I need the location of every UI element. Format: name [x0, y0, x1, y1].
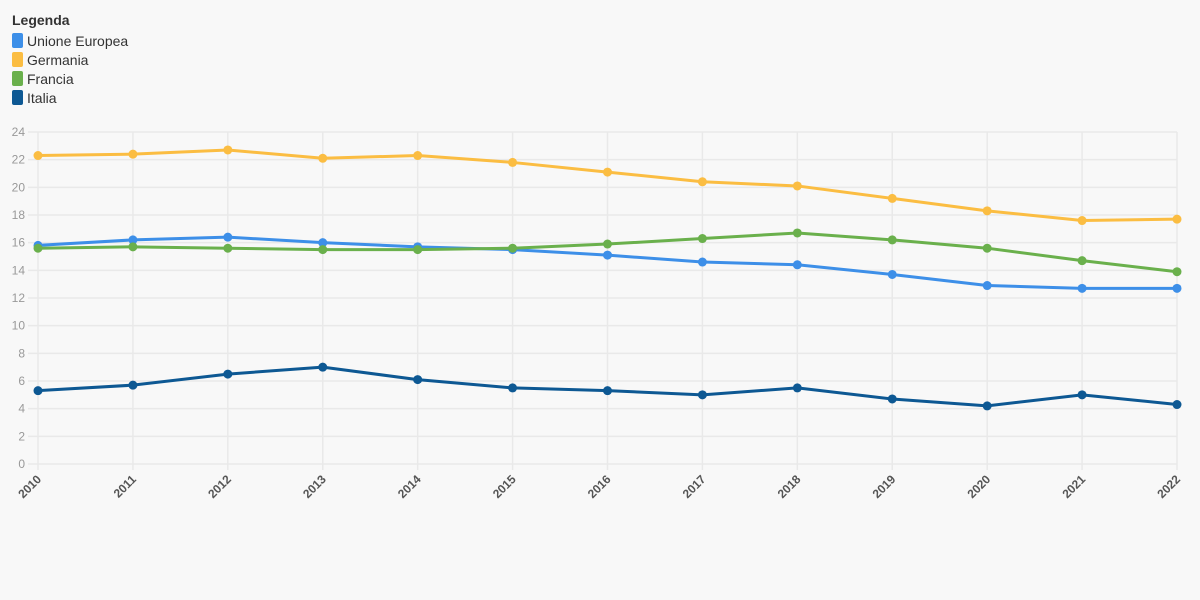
data-point [603, 386, 612, 396]
y-tick-label: 8 [18, 346, 25, 360]
data-point [1172, 283, 1182, 293]
data-point [1172, 214, 1182, 224]
y-tick-label: 6 [18, 374, 25, 388]
legend-label: Germania [27, 51, 89, 68]
y-tick-label: 12 [12, 291, 26, 305]
y-tick-label: 22 [12, 153, 26, 167]
y-tick-label: 0 [18, 457, 25, 471]
legend-swatch [12, 33, 23, 48]
x-tick-label: 2011 [111, 472, 140, 501]
x-tick-label: 2022 [1154, 472, 1183, 501]
x-tick-label: 2010 [15, 472, 44, 501]
x-tick-label: 2017 [680, 472, 709, 501]
data-point [603, 167, 612, 177]
data-point [982, 401, 992, 411]
x-tick-label: 2020 [965, 472, 994, 501]
x-tick-label: 2013 [300, 472, 329, 501]
data-point [508, 157, 518, 167]
legend-item-germania[interactable]: Germania [12, 50, 128, 69]
data-point [318, 153, 328, 163]
data-point [1077, 390, 1087, 400]
data-point [603, 239, 612, 249]
data-point [128, 242, 138, 252]
data-point [318, 362, 328, 372]
data-point [318, 245, 328, 255]
y-tick-label: 18 [12, 208, 26, 222]
y-tick-label: 16 [12, 236, 26, 250]
data-point [697, 234, 707, 244]
data-point [697, 390, 707, 400]
data-point [508, 243, 518, 253]
data-point [413, 245, 423, 255]
legend-swatch [12, 90, 23, 105]
legend-swatch [12, 52, 23, 67]
data-point [318, 238, 328, 248]
data-point [792, 260, 802, 270]
x-tick-label: 2015 [490, 472, 519, 501]
legend-item-francia[interactable]: Francia [12, 69, 128, 88]
data-point [223, 232, 233, 242]
x-tick-label: 2016 [585, 472, 614, 501]
data-point [33, 151, 43, 161]
data-point [1077, 216, 1087, 226]
data-point [603, 250, 612, 260]
y-tick-label: 4 [18, 402, 25, 416]
data-point [128, 149, 138, 159]
data-point [1172, 267, 1182, 277]
legend-item-italia[interactable]: Italia [12, 88, 128, 107]
data-point [982, 243, 992, 253]
data-point [887, 193, 897, 203]
data-point [413, 375, 423, 385]
data-point [128, 235, 138, 245]
data-point [1077, 256, 1087, 266]
data-point [792, 228, 802, 238]
legend-title: Legenda [12, 12, 70, 28]
data-point [697, 177, 707, 187]
data-point [982, 281, 992, 291]
y-tick-label: 10 [12, 319, 26, 333]
data-point [887, 235, 897, 245]
data-point [1077, 283, 1087, 293]
data-point [223, 243, 233, 253]
data-point [887, 394, 897, 404]
data-point [413, 151, 423, 161]
x-tick-label: 2019 [870, 472, 899, 501]
y-tick-label: 24 [12, 125, 26, 139]
legend-label: Italia [27, 89, 57, 106]
data-point [33, 386, 43, 396]
data-point [33, 243, 43, 253]
data-point [792, 181, 802, 191]
y-tick-label: 2 [18, 429, 25, 443]
y-tick-label: 14 [12, 263, 26, 277]
data-point [128, 380, 138, 390]
legend-swatch [12, 71, 23, 86]
chart-legend: Legenda Unione Europea Germania Francia … [12, 12, 128, 107]
data-point [982, 206, 992, 216]
x-tick-label: 2021 [1059, 472, 1088, 501]
legend-item-unione-europea[interactable]: Unione Europea [12, 31, 128, 50]
y-tick-label: 20 [12, 180, 26, 194]
data-point [223, 145, 233, 155]
data-point [508, 383, 518, 393]
x-tick-label: 2014 [395, 472, 424, 501]
x-tick-label: 2018 [775, 472, 804, 501]
legend-label: Francia [27, 70, 74, 87]
data-point [223, 369, 233, 379]
x-tick-label: 2012 [205, 472, 234, 501]
data-point [792, 383, 802, 393]
data-point [697, 257, 707, 267]
legend-label: Unione Europea [27, 32, 129, 49]
data-point [887, 269, 897, 279]
data-point [1172, 400, 1182, 410]
